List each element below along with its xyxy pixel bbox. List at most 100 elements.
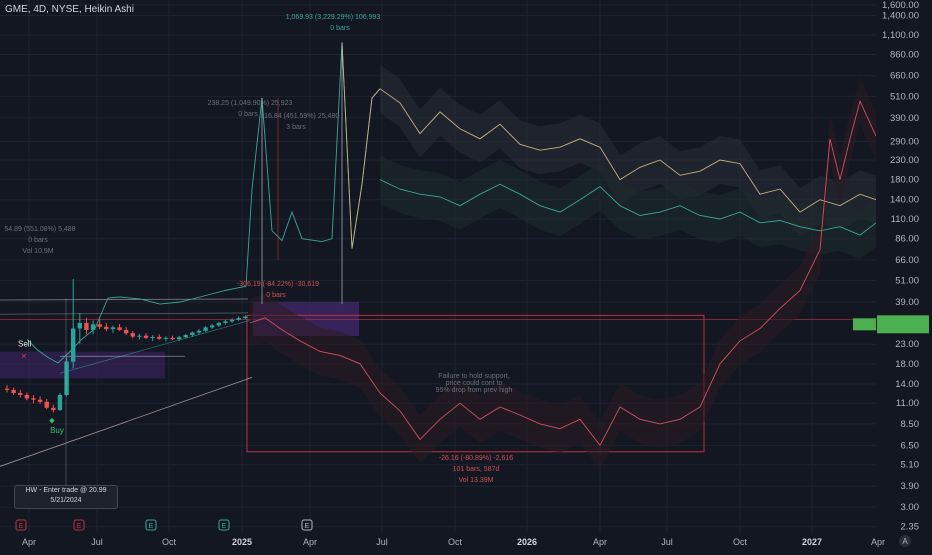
candle-body [203, 327, 208, 331]
drop-label: -306.19 (-84.22%) -30,619 [237, 281, 319, 288]
candle-body [157, 336, 162, 339]
candle-body [216, 322, 222, 326]
price-path-peak [341, 42, 381, 249]
trend-channel-upper [0, 298, 249, 301]
candle-body [123, 329, 129, 334]
peak-bars-label: 0 bars [330, 25, 350, 32]
candle-body [196, 330, 202, 333]
candle-body [44, 401, 49, 408]
note-line-1: Failure to hold support, [438, 373, 510, 380]
buy-marker: ◆ [49, 417, 55, 424]
earnings-box [145, 519, 157, 531]
y-tick-label: 39.00 [895, 297, 919, 308]
x-tick-label: Oct [448, 537, 463, 547]
candle-body [97, 324, 102, 327]
third-peak-label: 116.84 (451.59%) 25,480 [261, 113, 340, 120]
y-tick-label: 3.90 [901, 481, 920, 492]
candle-body [163, 337, 169, 339]
y-tick-label: 230.00 [890, 155, 919, 166]
x-tick-label: Apr [593, 537, 607, 547]
x-tick-label: Oct [733, 537, 748, 547]
y-tick-label: 11.00 [896, 398, 919, 409]
x-tick-label: 2027 [802, 537, 822, 547]
y-tick-label: 51.00 [895, 276, 919, 287]
x-tick-label: Jul [661, 537, 673, 547]
bottom-label: -26.16 (-80.89%) -2,616 [439, 455, 513, 462]
y-tick-label: 860.00 [890, 50, 919, 61]
candle-body [77, 322, 83, 329]
y-tick-label: 18.00 [895, 359, 919, 370]
candle-body [4, 388, 10, 390]
candle-body [143, 335, 149, 338]
x-tick-label: Jul [91, 537, 103, 547]
auto-scale-button[interactable] [899, 535, 911, 547]
buy-label: Buy [50, 426, 64, 435]
y-tick-label: 140.00 [890, 195, 919, 206]
earnings-marker[interactable]: E [15, 519, 27, 531]
candle-body [51, 407, 56, 411]
candle-body [137, 335, 142, 337]
y-tick-label: 66.00 [895, 255, 919, 266]
candle-body [24, 394, 30, 399]
candle-body [130, 333, 135, 337]
projection-band [250, 77, 876, 470]
y-tick-label: 180.00 [890, 175, 919, 186]
candle-body [243, 316, 248, 319]
chart-title: GME, 4D, NYSE, Heikin Ashi [5, 4, 134, 15]
x-tick-label: Jul [376, 537, 388, 547]
price-badge [877, 315, 929, 334]
candle-body [18, 393, 23, 395]
candle-body [170, 337, 175, 340]
earnings-label: E [222, 523, 227, 530]
candle-body [104, 326, 109, 330]
y-tick-label: 390.00 [890, 113, 919, 124]
earnings-marker[interactable]: E [73, 519, 85, 531]
candle-body [84, 322, 89, 330]
y-tick-label: 660.00 [890, 71, 919, 82]
projection-line-upper [379, 88, 877, 213]
bottom-bars-label: 101 bars, 587d [453, 466, 500, 473]
third-peak-bars-label: 3 bars [286, 124, 306, 131]
y-tick-label: 23.00 [895, 339, 919, 350]
note-line-3: 95% drop from prev high [436, 387, 513, 394]
y-tick-label: 1,400.00 [882, 11, 919, 22]
candle-body [11, 389, 16, 394]
trend-channel-lower [0, 376, 253, 467]
candle-body [223, 321, 228, 323]
peak-label: 1,069.93 (3,229.29%) 106,993 [286, 14, 381, 21]
y-tick-label: 14.00 [895, 379, 919, 390]
projection-line-middle [379, 179, 877, 236]
candle-body [117, 327, 122, 330]
auto-scale-label: A [902, 537, 908, 546]
trend-channel-mid [0, 312, 249, 315]
candle-body [71, 328, 76, 362]
left-peak-bars-label: 0 bars [28, 237, 48, 244]
trade-tooltip: HW - Enter trade @ 20.99 5/21/2024 [14, 485, 118, 509]
x-axis-panel [0, 532, 932, 550]
bottom-vol-label: Vol 13.39M [458, 477, 493, 484]
note-line-2: price could cont to [446, 380, 503, 387]
x-tick-label: Oct [162, 537, 177, 547]
candle-body [110, 327, 116, 330]
projection-band [380, 155, 876, 260]
projection-line-lower [249, 99, 877, 447]
candle-body [64, 361, 69, 395]
earnings-label: E [19, 523, 24, 530]
y-tick-label: 3.00 [901, 502, 920, 513]
earnings-marker[interactable]: E [145, 519, 157, 531]
y-tick-label: 8.50 [901, 419, 920, 430]
projection-band [380, 64, 876, 237]
earnings-marker[interactable]: E [218, 519, 230, 531]
left-peak-vol-label: Vol 10.9M [22, 248, 53, 255]
earnings-marker[interactable]: E [301, 519, 313, 531]
candle-body [37, 399, 43, 402]
candle-body [57, 394, 63, 411]
y-tick-label: 2.35 [901, 522, 920, 533]
x-tick-label: Apr [871, 537, 885, 547]
second-peak-bars-label: 0 bars [238, 111, 258, 118]
x-tick-label: Apr [22, 537, 36, 547]
candle-body [210, 325, 215, 328]
